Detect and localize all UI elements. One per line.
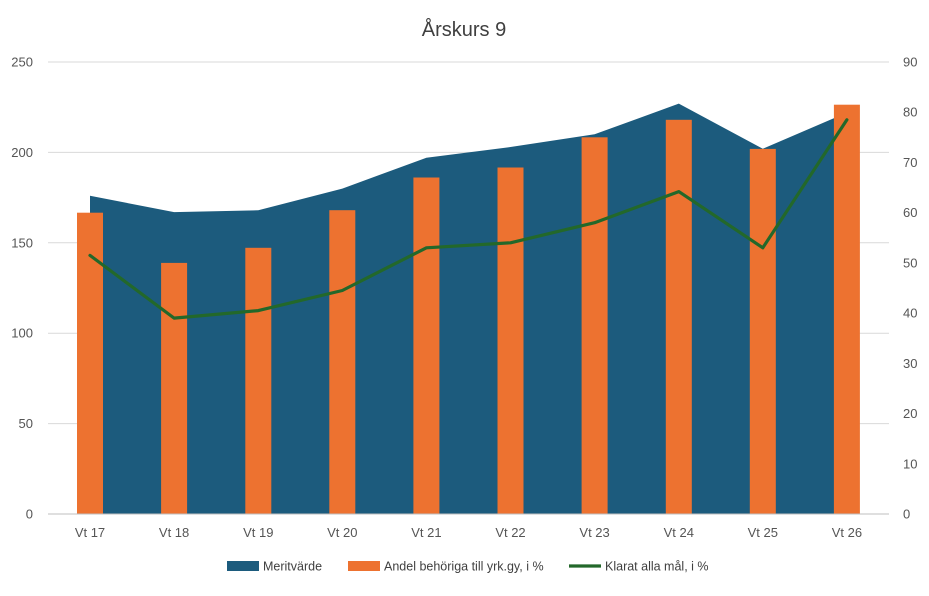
legend-label: Andel behöriga till yrk.gy, i % [384, 560, 544, 574]
y-left-tick-label: 50 [19, 416, 33, 431]
line-series-layer [88, 118, 849, 320]
x-tick-label: Vt 24 [664, 525, 694, 540]
bar-andel-behoriga [581, 137, 608, 515]
legend-swatch [348, 561, 380, 571]
x-tick-label: Vt 25 [748, 525, 778, 540]
y-left-tick-label: 0 [26, 507, 33, 522]
x-tick-label: Vt 22 [495, 525, 525, 540]
bar-andel-behoriga [833, 104, 860, 514]
y-right-tick-label: 10 [903, 456, 917, 471]
y-right-tick-label: 0 [903, 507, 910, 522]
bar-andel-behoriga [161, 262, 188, 514]
bar-andel-behoriga [329, 210, 356, 514]
y-right-tick-label: 70 [903, 155, 917, 170]
legend-item: Meritvärde [227, 560, 322, 574]
y-right-tick-label: 20 [903, 406, 917, 421]
y-left-tick-label: 150 [11, 235, 33, 250]
legend-item: Andel behöriga till yrk.gy, i % [348, 560, 544, 574]
bar-andel-behoriga [77, 212, 103, 514]
y-left-tick-label: 200 [11, 145, 33, 160]
axes: 0 50 100 150 200 250 0 10 20 30 40 50 60 70 80 90 Vt 17 V… [11, 55, 917, 541]
x-tick-label: Vt 26 [832, 525, 862, 540]
legend-swatch [227, 561, 259, 571]
x-tick-label: Vt 18 [159, 525, 189, 540]
y-right-tick-label: 90 [903, 55, 917, 70]
y-right-tick-label: 50 [903, 255, 917, 270]
x-tick-label: Vt 23 [579, 525, 609, 540]
y-right-tick-label: 60 [903, 205, 917, 220]
chart-title: Årskurs 9 [422, 18, 506, 41]
line-klarat-alla-mal [88, 118, 849, 320]
area-series-meritvarde [90, 103, 847, 514]
area-series-layer [90, 103, 847, 514]
bar-andel-behoriga [665, 119, 692, 515]
legend-label: Klarat alla mål, i % [605, 560, 709, 574]
x-tick-label: Vt 21 [411, 525, 441, 540]
legend-item: Klarat alla mål, i % [569, 560, 709, 574]
y-right-tick-label: 80 [903, 105, 917, 120]
x-tick-label: Vt 20 [327, 525, 357, 540]
x-tick-label: Vt 19 [243, 525, 273, 540]
bar-series-layer [77, 104, 860, 515]
bar-andel-behoriga [497, 167, 524, 514]
x-tick-label: Vt 17 [75, 525, 105, 540]
y-right-tick-label: 30 [903, 356, 917, 371]
bar-andel-behoriga [413, 177, 440, 514]
bar-andel-behoriga [749, 148, 776, 514]
legend: Meritvärde Andel behöriga till yrk.gy, i … [227, 560, 709, 574]
y-left-tick-label: 100 [11, 326, 33, 341]
bar-andel-behoriga [245, 247, 272, 515]
y-right-tick-label: 40 [903, 306, 917, 321]
y-left-tick-label: 250 [11, 55, 33, 70]
legend-label: Meritvärde [263, 560, 322, 574]
